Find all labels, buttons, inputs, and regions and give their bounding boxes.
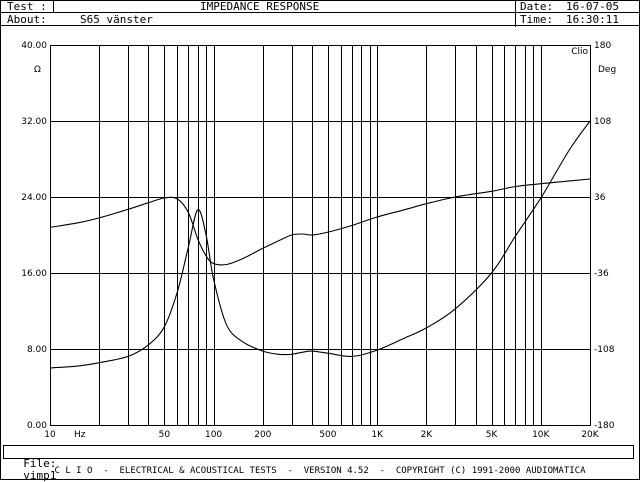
header-row-test: Test : IMPEDANCE RESPONSE Date: 16-07-05 [0,0,640,13]
header-divider-right [515,0,516,27]
x-tick-label: 200 [254,430,271,440]
chart-curves [49,120,591,369]
about-label: About: [7,13,47,26]
corner-label: Clio [571,47,588,57]
y-left-tick-label: 16.00 [21,269,47,279]
left-unit-label: Ω [34,65,41,75]
y-right-tick-label: -36 [594,269,609,279]
right-unit-label: Deg [598,65,616,75]
test-label: Test : [7,0,47,13]
file-value: vimp1 [23,469,57,482]
x-tick-label: 100 [205,430,222,440]
y-right-tick-label: 180 [594,41,611,51]
x-tick-label: 1K [371,430,384,440]
x-tick-label: 20K [581,430,599,440]
footer-copyright: C L I O - ELECTRICAL & ACOUSTICAL TESTS … [54,466,586,476]
x-tick-label: 500 [319,430,336,440]
date-label: Date: [520,0,554,13]
x-tick-label: 2K [421,430,434,440]
y-right-tick-label: 108 [594,117,611,127]
date-value: 16-07-05 [566,0,619,13]
file-label: File: [23,457,57,470]
y-left-tick-label: 0.00 [27,421,47,431]
y-left-tick-label: 40.00 [21,41,47,51]
time-value: 16:30:11 [566,13,619,26]
chart-title: IMPEDANCE RESPONSE [200,0,320,13]
x-tick-label: 10K [532,430,550,440]
chart-grid [50,45,590,425]
y-right-tick-label: 36 [594,193,606,203]
impedance-curve [49,178,591,266]
file-box: File: vimp1 [3,445,634,482]
header-row-about: About: S65 vänster Time: 16:30:11 [0,13,640,26]
y-left-tick-label: 24.00 [21,193,47,203]
phase-curve [49,120,591,369]
x-tick-label: 10 [44,430,56,440]
y-right-tick-label: -108 [594,345,615,355]
y-left-tick-label: 8.00 [27,345,47,355]
y-right-tick-label: -180 [594,421,615,431]
x-unit-label: Hz [74,430,86,440]
chart-tick-labels: 0.00 8.00 16.00 24.00 32.00 40.00 -180 -108 -36 3… [21,41,614,440]
x-tick-label: 5K [486,430,499,440]
y-left-tick-label: 32.00 [21,117,47,127]
x-tick-label: 50 [159,430,171,440]
plot-area-border [50,45,591,426]
time-label: Time: [520,13,554,26]
impedance-chart: 0.00 8.00 16.00 24.00 32.00 40.00 -180 -108 -36 3… [21,41,616,440]
about-value: S65 vänster [80,13,153,26]
header-divider-left-1 [53,0,54,13]
